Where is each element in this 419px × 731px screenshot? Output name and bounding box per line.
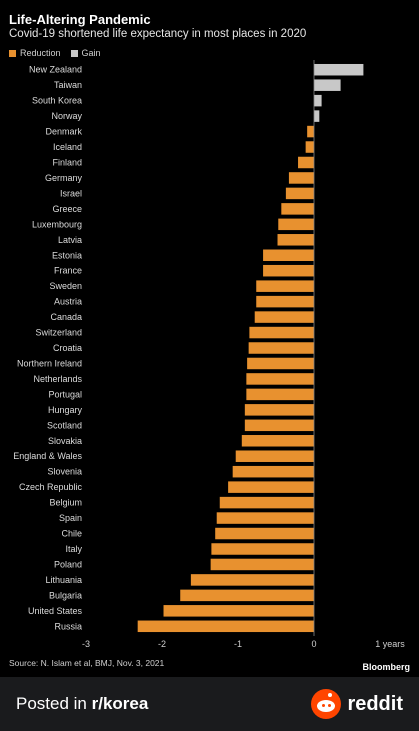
category-label: Latvia (58, 235, 82, 245)
x-tick-label: -2 (158, 639, 166, 649)
bar-norway (314, 110, 320, 122)
category-label: Scotland (47, 420, 82, 430)
bar-portugal (246, 388, 314, 401)
category-label: Switzerland (35, 328, 82, 338)
bar-luxembourg (278, 218, 314, 231)
bar-greece (281, 203, 314, 215)
bloomberg-logo: Bloomberg (362, 662, 410, 672)
bar-netherlands (246, 373, 314, 385)
category-label: Hungary (48, 405, 83, 415)
category-label: Chile (61, 529, 82, 539)
bar-croatia (248, 342, 314, 354)
bar-canada (254, 311, 314, 323)
bar-taiwan (314, 79, 341, 91)
x-tick-label: 0 (311, 639, 316, 649)
bar-hungary (244, 404, 314, 416)
bar-northern-ireland (247, 357, 314, 370)
category-label: Israel (60, 188, 82, 198)
category-label: Austria (54, 297, 82, 307)
bar-bulgaria (180, 589, 314, 602)
posted-prefix: Posted in (16, 694, 92, 713)
category-label: England & Wales (13, 451, 82, 461)
bar-latvia (277, 234, 314, 246)
legend-label-reduction: Reduction (20, 48, 61, 58)
category-label: Spain (59, 513, 82, 523)
category-label: Italy (65, 544, 82, 554)
reddit-wordmark: reddit (347, 692, 403, 715)
bar-estonia (263, 249, 314, 261)
reddit-alien-icon (311, 689, 342, 719)
bar-south-korea (314, 94, 322, 107)
reddit-brand[interactable]: reddit (311, 689, 403, 719)
bar-spain (216, 512, 314, 524)
bar-slovenia (232, 465, 314, 478)
category-label: United States (28, 606, 83, 616)
bar-united-states (163, 605, 314, 617)
category-label: France (54, 266, 82, 276)
legend-item-reduction: Reduction (9, 48, 61, 58)
category-label: Poland (54, 559, 82, 569)
bar-chile (215, 527, 314, 540)
bar-england-wales (235, 450, 314, 462)
bar-slovakia (241, 435, 314, 447)
chart-subtitle: Covid-19 shortened life expectancy in mo… (9, 28, 307, 40)
legend-item-gain: Gain (70, 48, 101, 58)
bar-germany (288, 172, 314, 184)
category-label: Bulgaria (49, 590, 82, 600)
category-label: Russia (54, 621, 82, 631)
x-tick-label: 1 years (375, 639, 405, 649)
bar-switzerland (249, 326, 314, 339)
bar-russia (137, 620, 314, 633)
category-label: Taiwan (54, 80, 82, 90)
category-label: Northern Ireland (17, 358, 82, 368)
source-note: Source: N. Islam et al, BMJ, Nov. 3, 202… (9, 658, 165, 668)
chart-title: Life-Altering Pandemic (9, 12, 151, 27)
category-label: Lithuania (45, 575, 82, 585)
bar-austria (256, 295, 314, 308)
category-label: Slovakia (48, 436, 82, 446)
bar-belgium (219, 496, 314, 509)
x-tick-label: -1 (234, 639, 242, 649)
bar-lithuania (190, 574, 314, 586)
x-tick-label: -3 (82, 639, 90, 649)
bar-israel (285, 187, 314, 200)
category-label: Netherlands (33, 374, 82, 384)
chart-legend: Reduction Gain (9, 48, 111, 58)
legend-swatch-gain (70, 49, 78, 57)
posted-in-text[interactable]: Posted in r/korea (16, 694, 148, 714)
bar-new-zealand (314, 63, 364, 76)
category-label: Croatia (53, 343, 82, 353)
legend-label-gain: Gain (81, 48, 101, 58)
bar-iceland (305, 141, 314, 153)
category-label: Denmark (45, 127, 82, 137)
bar-finland (298, 156, 314, 169)
bar-italy (211, 543, 314, 555)
legend-swatch-reduction (9, 49, 16, 57)
reddit-footer: Posted in r/korea reddit (0, 677, 419, 731)
category-label: Germany (45, 173, 83, 183)
category-label: Estonia (52, 250, 82, 260)
category-label: Finland (52, 157, 82, 167)
category-label: Norway (51, 111, 82, 121)
category-label: South Korea (32, 96, 82, 106)
bar-france (263, 264, 314, 277)
bar-czech-republic (228, 481, 314, 493)
category-label: Sweden (49, 281, 82, 291)
bar-denmark (307, 125, 314, 138)
category-label: Greece (52, 204, 82, 214)
bar-sweden (256, 280, 314, 292)
bar-chart: New Zealand Taiwan South Korea Norway Denmar… (13, 60, 405, 649)
category-label: Portugal (48, 389, 82, 399)
bar-poland (210, 558, 314, 571)
category-label: Belgium (49, 498, 82, 508)
category-label: Czech Republic (19, 482, 83, 492)
bar-scotland (244, 419, 314, 432)
category-label: New Zealand (29, 65, 82, 75)
category-label: Canada (50, 312, 82, 322)
subreddit-link[interactable]: r/korea (91, 694, 149, 713)
category-label: Luxembourg (32, 219, 82, 229)
category-label: Iceland (53, 142, 82, 152)
category-label: Slovenia (47, 467, 82, 477)
